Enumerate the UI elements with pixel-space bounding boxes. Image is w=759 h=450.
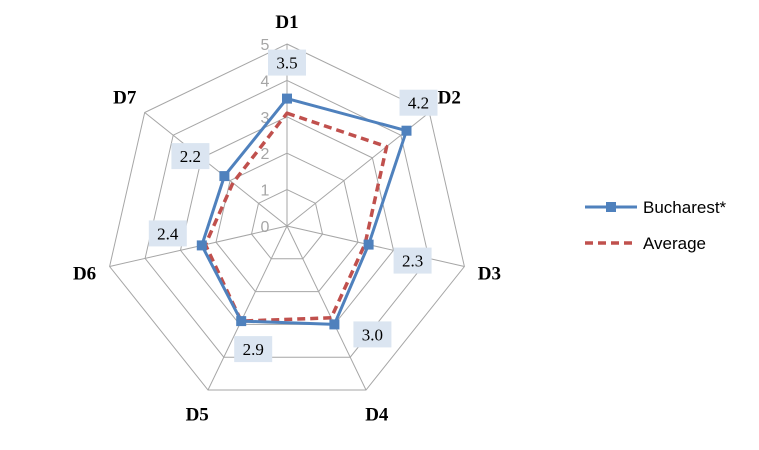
grid-ring-2 <box>215 152 359 293</box>
category-label-d5: D5 <box>186 404 209 425</box>
data-label-box <box>399 89 438 116</box>
tick-label: 2 <box>261 146 270 163</box>
legend-label-bucharest: Bucharest* <box>643 198 727 217</box>
series-line-bucharest <box>200 97 408 326</box>
data-label: 2.4 <box>157 224 179 243</box>
legend-marker-bucharest <box>606 202 616 212</box>
data-label-box <box>148 220 187 247</box>
series-marker <box>219 171 230 182</box>
series-marker <box>329 319 340 330</box>
series-marker <box>401 125 412 136</box>
series-marker <box>196 240 207 251</box>
data-label: 2.2 <box>180 147 201 166</box>
category-label-d7: D7 <box>113 87 137 108</box>
series-marker <box>363 239 374 250</box>
category-label-d3: D3 <box>478 263 501 284</box>
data-label: 2.3 <box>402 252 423 271</box>
grid-ring-3 <box>179 116 395 325</box>
tick-label: 1 <box>261 183 270 200</box>
data-label-box <box>393 247 432 274</box>
legend-label-average: Average <box>643 234 706 253</box>
grid-ring-4 <box>144 79 430 358</box>
spoke-d4 <box>286 225 367 391</box>
category-label-d2: D2 <box>438 87 461 108</box>
legend: Bucharest* Average <box>585 198 727 253</box>
series-marker <box>236 316 247 327</box>
data-label: 4.2 <box>408 94 429 113</box>
data-label-box <box>171 143 210 170</box>
spoke-d7 <box>144 112 288 227</box>
radar-grid <box>109 43 465 391</box>
category-label-d6: D6 <box>73 263 96 284</box>
grid-ring-5 <box>109 43 465 391</box>
data-label-box <box>353 321 392 348</box>
tick-label: 4 <box>261 73 270 90</box>
category-labels: D1 D2 D3 D4 D5 D6 D7 <box>73 12 501 425</box>
tick-label: 0 <box>261 219 270 236</box>
data-labels: 3.5 4.2 2.3 3.0 2.9 2.4 2.2 <box>148 49 438 363</box>
tick-label: 5 <box>261 37 270 54</box>
data-label: 2.9 <box>243 340 264 359</box>
series-layer <box>196 93 412 330</box>
category-label-d1: D1 <box>275 12 298 33</box>
radial-tick-labels: 0 1 2 3 4 5 <box>261 37 270 236</box>
spoke-d5 <box>207 225 288 391</box>
data-label: 3.5 <box>276 54 297 73</box>
data-label-box <box>234 336 273 363</box>
category-label-d4: D4 <box>365 404 389 425</box>
data-label: 3.0 <box>362 325 383 344</box>
tick-label: 3 <box>261 110 270 127</box>
series-line-average <box>203 111 389 323</box>
series-marker <box>282 93 292 104</box>
spoke-d3 <box>286 225 465 267</box>
grid-ring-1 <box>250 189 324 260</box>
data-label-box <box>268 49 306 76</box>
